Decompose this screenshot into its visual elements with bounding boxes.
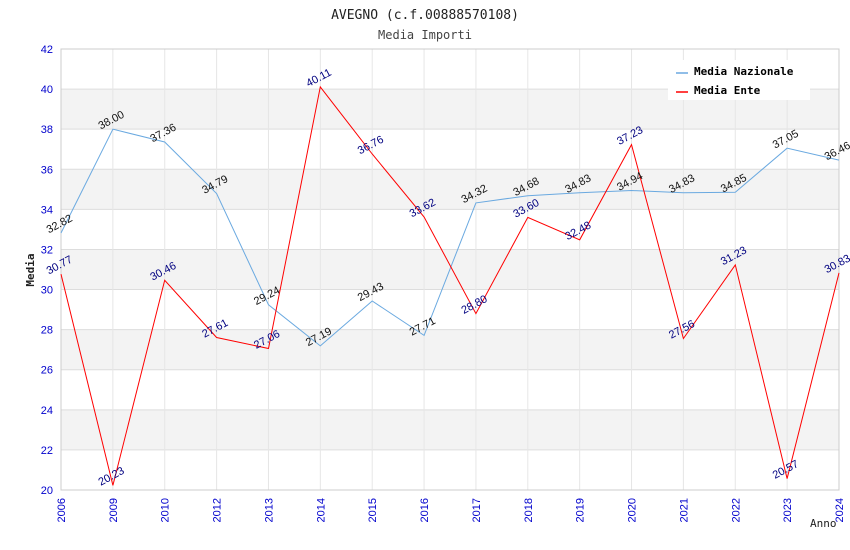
data-label-media-ente-2009: 20.23 [96, 465, 126, 489]
x-tick-2023: 2023 [782, 498, 794, 522]
x-tick-2018: 2018 [523, 498, 535, 522]
x-tick-2015: 2015 [367, 498, 379, 522]
y-tick-34: 34 [41, 204, 53, 216]
y-tick-26: 26 [41, 365, 53, 377]
y-tick-42: 42 [41, 44, 53, 56]
x-tick-2019: 2019 [575, 498, 587, 522]
data-label-media-ente-2023: 20.57 [771, 458, 801, 482]
x-axis-ticks: 2006 2009 2010 2012 2013 2014 2015 2016 2017 2018… [56, 498, 846, 522]
y-axis-label: Media [24, 253, 37, 286]
x-tick-2020: 2020 [627, 498, 639, 522]
series-line-media-nazionale [60, 128, 840, 347]
data-label-media-nazionale-2023: 37.05 [771, 128, 801, 152]
plot-background-bands [61, 89, 839, 450]
x-tick-2010: 2010 [160, 498, 172, 522]
grid-lines [60, 48, 840, 491]
series-line-media-ente [60, 85, 840, 486]
data-label-media-ente-2015: 36.76 [356, 134, 386, 158]
chart-subtitle: Media Importi [378, 28, 472, 42]
x-tick-2012: 2012 [212, 498, 224, 522]
legend-label-media-nazionale: Media Nazionale [694, 65, 794, 78]
y-tick-22: 22 [41, 445, 53, 457]
x-tick-2009: 2009 [108, 498, 120, 522]
y-axis-ticks: 20 22 24 26 28 30 32 34 36 38 40 42 [41, 44, 53, 497]
x-tick-2014: 2014 [315, 498, 327, 522]
chart-title: AVEGNO (c.f.00888570108) [331, 8, 519, 23]
y-tick-40: 40 [41, 84, 53, 96]
data-label-media-ente-2014: 40.11 [304, 67, 333, 90]
band-22-24 [61, 409, 839, 450]
y-tick-38: 38 [41, 124, 53, 136]
y-tick-28: 28 [41, 325, 53, 337]
x-tick-2016: 2016 [419, 498, 431, 522]
y-tick-30: 30 [41, 285, 53, 297]
data-label-media-ente-2017: 28.80 [460, 293, 490, 317]
x-tick-2013: 2013 [263, 498, 275, 522]
y-tick-36: 36 [41, 164, 53, 176]
band-26-28 [61, 329, 839, 370]
band-34-36 [61, 169, 839, 210]
y-tick-24: 24 [41, 405, 53, 417]
legend: Media Nazionale Media Ente [668, 60, 810, 100]
y-tick-20: 20 [41, 485, 53, 497]
x-axis-label: Anno [810, 517, 837, 530]
plot-frame [60, 48, 840, 491]
legend-label-media-ente: Media Ente [694, 84, 761, 97]
x-tick-2006: 2006 [56, 498, 68, 522]
x-tick-2022: 2022 [730, 498, 742, 522]
x-tick-2024: 2024 [834, 498, 846, 522]
y-tick-32: 32 [41, 244, 53, 256]
series-layer [60, 85, 840, 486]
x-tick-2021: 2021 [678, 498, 690, 522]
legend-box [668, 60, 810, 100]
x-tick-2017: 2017 [471, 498, 483, 522]
